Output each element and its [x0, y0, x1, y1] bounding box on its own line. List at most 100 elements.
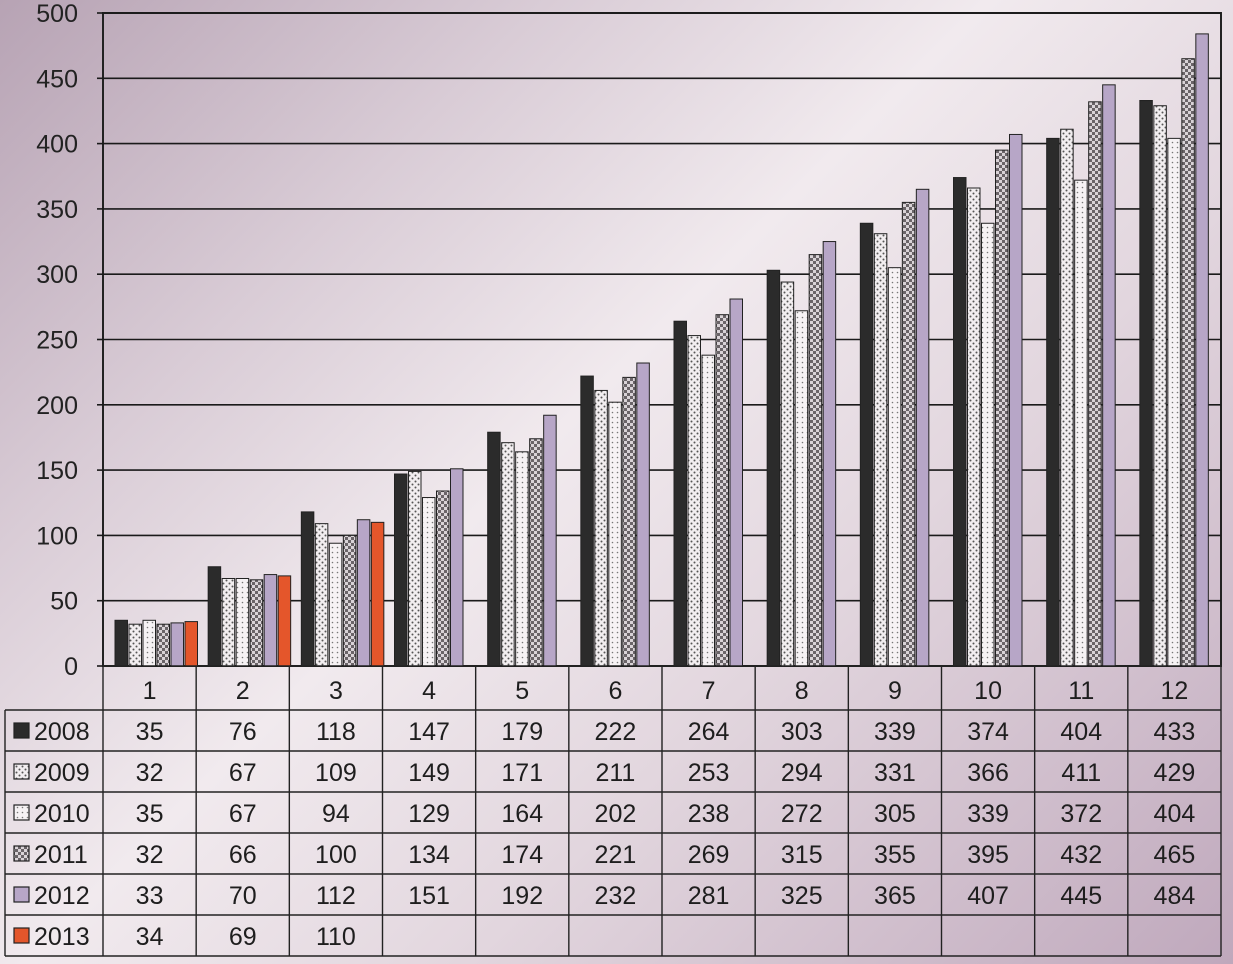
bar-2012-5: [544, 415, 557, 666]
data-label-2010-10: 339: [967, 800, 1009, 828]
data-label-2011-2: 66: [229, 841, 257, 869]
ytick-label-150: 150: [36, 457, 78, 485]
bar-2012-11: [1103, 85, 1116, 666]
bar-2009-10: [968, 188, 981, 666]
data-label-2009-1: 32: [136, 759, 164, 787]
bar-2010-4: [423, 498, 436, 666]
data-label-2011-12: 465: [1154, 841, 1196, 869]
data-label-2009-8: 294: [781, 759, 823, 787]
ytick-label-350: 350: [36, 196, 78, 224]
data-label-2008-3: 118: [316, 718, 356, 746]
bar-2008-8: [767, 270, 780, 666]
category-label-4: 4: [422, 677, 436, 705]
bar-2012-1: [171, 623, 184, 666]
data-label-2012-9: 365: [874, 882, 916, 910]
legend-label-2012: 2012: [34, 882, 90, 910]
bar-2010-10: [982, 223, 995, 666]
bar-2012-4: [451, 469, 464, 666]
bar-2012-2: [264, 575, 277, 666]
bar-2008-9: [860, 223, 873, 666]
bar-2011-3: [343, 535, 356, 666]
data-label-2011-9: 355: [874, 841, 916, 869]
data-label-2011-6: 221: [595, 841, 637, 869]
ytick-label-200: 200: [36, 392, 78, 420]
bar-2013-2: [278, 576, 291, 666]
legend-swatch-2013: [14, 928, 29, 943]
legend-swatch-2011: [14, 846, 29, 861]
data-label-2011-3: 100: [315, 841, 357, 869]
bar-2011-8: [809, 255, 822, 666]
bar-2010-1: [143, 620, 156, 666]
legend-swatch-2012: [14, 887, 29, 902]
data-label-2013-2: 69: [229, 923, 257, 951]
data-label-2009-2: 67: [229, 759, 257, 787]
data-label-2008-10: 374: [967, 718, 1009, 746]
data-label-2010-6: 202: [595, 800, 637, 828]
bar-2012-3: [357, 520, 370, 666]
bars: [115, 34, 1208, 666]
data-label-2012-12: 484: [1154, 882, 1196, 910]
bar-2010-5: [516, 452, 529, 666]
data-label-2009-9: 331: [874, 759, 916, 787]
data-label-2008-8: 303: [781, 718, 823, 746]
bar-2011-9: [902, 202, 915, 666]
bar-2008-5: [488, 432, 501, 666]
data-label-2012-6: 232: [595, 882, 637, 910]
data-label-2011-10: 395: [967, 841, 1009, 869]
bar-2012-10: [1010, 134, 1023, 666]
bar-2011-2: [250, 580, 263, 666]
ytick-label-250: 250: [36, 327, 78, 355]
data-label-2009-12: 429: [1154, 759, 1196, 787]
bar-2008-10: [954, 178, 967, 666]
data-label-2009-4: 149: [408, 759, 450, 787]
data-label-2010-4: 129: [408, 800, 450, 828]
data-label-2008-1: 35: [136, 718, 164, 746]
data-label-2012-2: 70: [229, 882, 257, 910]
legend-label-2013: 2013: [34, 923, 90, 951]
data-label-2008-6: 222: [595, 718, 637, 746]
bar-2013-3: [371, 522, 384, 666]
ytick-label-300: 300: [36, 261, 78, 289]
bar-2011-11: [1089, 102, 1102, 666]
bar-2009-2: [222, 578, 235, 666]
data-label-2011-11: 432: [1060, 841, 1102, 869]
category-label-6: 6: [608, 677, 622, 705]
data-label-2008-12: 433: [1154, 718, 1196, 746]
data-label-2012-4: 151: [408, 882, 450, 910]
bar-2010-12: [1168, 138, 1181, 666]
data-label-2010-2: 67: [229, 800, 257, 828]
bar-2009-1: [129, 624, 142, 666]
data-label-2008-11: 404: [1060, 718, 1102, 746]
bar-2011-12: [1182, 59, 1195, 666]
data-label-2012-5: 192: [501, 882, 543, 910]
data-label-2008-2: 76: [229, 718, 257, 746]
bar-2008-1: [115, 620, 128, 666]
bar-2008-4: [395, 474, 408, 666]
data-label-2009-7: 253: [688, 759, 730, 787]
ytick-label-0: 0: [64, 653, 78, 681]
ytick-label-50: 50: [50, 588, 78, 616]
ytick-label-500: 500: [36, 0, 78, 28]
data-label-2010-3: 94: [322, 800, 350, 828]
bar-2009-3: [315, 524, 328, 666]
category-label-1: 1: [143, 677, 157, 705]
bar-2009-11: [1061, 129, 1074, 666]
data-label-2008-7: 264: [688, 718, 730, 746]
bar-2011-5: [530, 439, 543, 666]
legend-swatch-2010: [14, 805, 29, 820]
data-label-2012-3: 112: [316, 882, 356, 910]
bar-2009-5: [502, 443, 514, 666]
data-label-2009-6: 211: [595, 759, 635, 787]
bar-2013-1: [185, 622, 198, 666]
category-label-9: 9: [888, 677, 902, 705]
data-label-2012-10: 407: [967, 882, 1009, 910]
category-label-10: 10: [974, 677, 1002, 705]
legend-label-2009: 2009: [34, 759, 90, 787]
data-label-2010-1: 35: [136, 800, 164, 828]
bar-2011-10: [996, 150, 1009, 666]
bar-2011-4: [437, 491, 450, 666]
bar-2010-7: [702, 355, 715, 666]
bar-2008-3: [301, 512, 314, 666]
